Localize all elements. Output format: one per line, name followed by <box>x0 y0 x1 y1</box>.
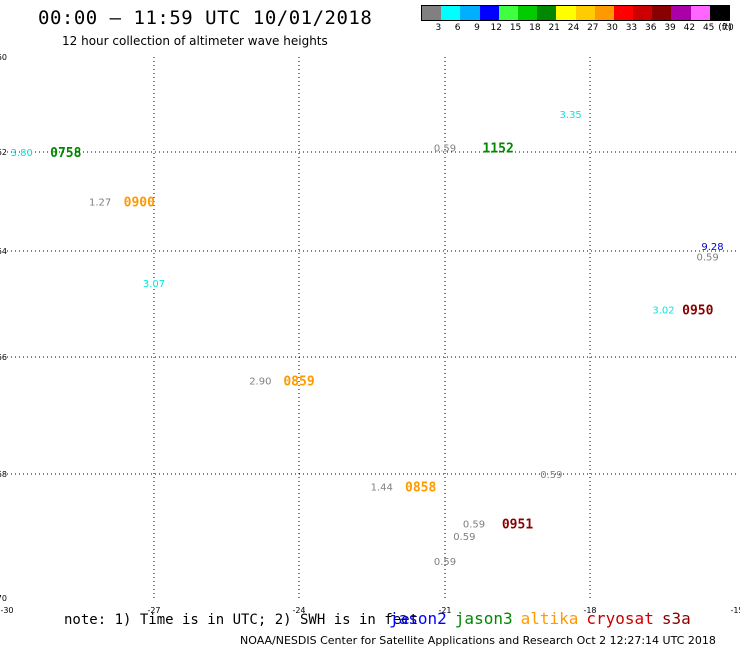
legend-swatch <box>422 6 442 20</box>
legend-label: 3 <box>435 23 442 33</box>
legend-label: 21 <box>548 23 560 33</box>
pass-time-label: 1152 <box>483 141 514 156</box>
legend-swatch <box>690 6 710 20</box>
legend-label: 70 <box>722 23 734 33</box>
legend-label: 45 <box>702 23 715 33</box>
legend-swatch <box>652 6 672 20</box>
pass-time-label: 0900 <box>124 196 155 211</box>
wave-height-label: 0.59 <box>434 557 456 568</box>
legend-swatch <box>460 6 480 20</box>
wave-height-label: 2.90 <box>249 376 271 387</box>
legend-unit-label: (ft) <box>718 23 732 33</box>
legend-swatch <box>498 6 518 20</box>
legend-swatch <box>575 6 595 20</box>
x-tick-label: -15 <box>730 606 740 615</box>
satellite-legend-item: cryosat <box>586 609 654 628</box>
pass-time-label: 0950 <box>682 303 713 318</box>
y-tick-label: -62 <box>0 148 7 157</box>
legend-swatch <box>517 6 538 20</box>
y-tick-label: -60 <box>0 53 7 62</box>
pass-time-label: 0859 <box>283 374 314 389</box>
legend-color-bar <box>421 5 730 21</box>
x-tick-label: -18 <box>583 606 596 615</box>
legend-label: 18 <box>529 23 541 33</box>
legend-label: 9 <box>474 23 480 33</box>
legend-swatch <box>594 6 614 20</box>
satellite-legend-item: s3a <box>661 609 691 628</box>
pass-time-label: 0758 <box>50 146 81 161</box>
wave-height-label: 3.35 <box>560 110 582 121</box>
legend-label: 33 <box>625 23 638 33</box>
chart-subtitle: 12 hour collection of altimeter wave hei… <box>62 34 328 48</box>
wave-height-label: 9.28 <box>701 242 723 253</box>
wave-height-label: 0.59 <box>540 470 562 481</box>
satellite-legend: jason2 jason3 altika cryosat s3a <box>389 609 699 628</box>
wave-height-label: 0.59 <box>453 532 475 543</box>
wave-height-label: 0.59 <box>434 143 456 154</box>
legend-label: 30 <box>606 23 618 33</box>
wave-height-label: 3.02 <box>652 305 674 316</box>
pass-time-label: 0951 <box>502 518 533 533</box>
legend-swatch <box>671 6 691 20</box>
wave-height-label: 3.07 <box>143 279 165 290</box>
legend-label: 6 <box>454 23 461 33</box>
wave-height-label: 1.27 <box>89 198 111 209</box>
legend-label: 12 <box>490 23 502 33</box>
legend-label: 39 <box>664 23 676 33</box>
y-tick-label: -66 <box>0 353 7 362</box>
legend-label: 24 <box>567 23 580 33</box>
x-tick-label: -27 <box>147 606 160 615</box>
x-tick-label: -24 <box>292 606 305 615</box>
footer-note: note: 1) Time is in UTC; 2) SWH is in fe… <box>64 612 419 628</box>
satellite-legend-item: jason3 <box>454 609 513 628</box>
legend-labels: 3 6 9 12 15 18 21 24 27 30 33 36 39 42 45 70 (ft) <box>421 21 734 35</box>
legend-label: 42 <box>683 23 696 33</box>
legend-swatch <box>537 6 557 20</box>
y-tick-label: -70 <box>0 594 7 603</box>
legend-label: 27 <box>587 23 599 33</box>
chart-title: 00:00 — 11:59 UTC 10/01/2018 <box>38 7 373 29</box>
legend-swatch <box>556 6 576 20</box>
legend-label: 15 <box>509 23 522 33</box>
y-tick-label: -68 <box>0 470 7 479</box>
footer-credit: NOAA/NESDIS Center for Satellite Applica… <box>240 634 716 647</box>
satellite-legend-item: altika <box>520 609 579 628</box>
x-tick-label: -30 <box>0 606 13 615</box>
wave-height-label: 0.59 <box>696 252 718 263</box>
x-tick-label: -21 <box>438 606 451 615</box>
legend-label: 36 <box>645 23 657 33</box>
satellite-legend-item: jason2 <box>389 609 447 628</box>
wave-height-label: 3.80 <box>11 148 33 159</box>
legend-swatch <box>633 6 653 20</box>
wave-height-label: 0.59 <box>463 520 485 531</box>
legend-swatch <box>709 6 729 20</box>
wave-height-label: 1.44 <box>371 482 393 493</box>
y-tick-label: -64 <box>0 247 7 256</box>
legend-swatch <box>479 6 499 20</box>
pass-time-label: 0858 <box>405 480 436 495</box>
color-legend: 3 6 9 12 15 18 21 24 27 30 33 36 39 42 45 70 (ft) <box>421 5 734 35</box>
legend-swatch <box>613 6 634 20</box>
legend-swatch <box>441 6 461 20</box>
